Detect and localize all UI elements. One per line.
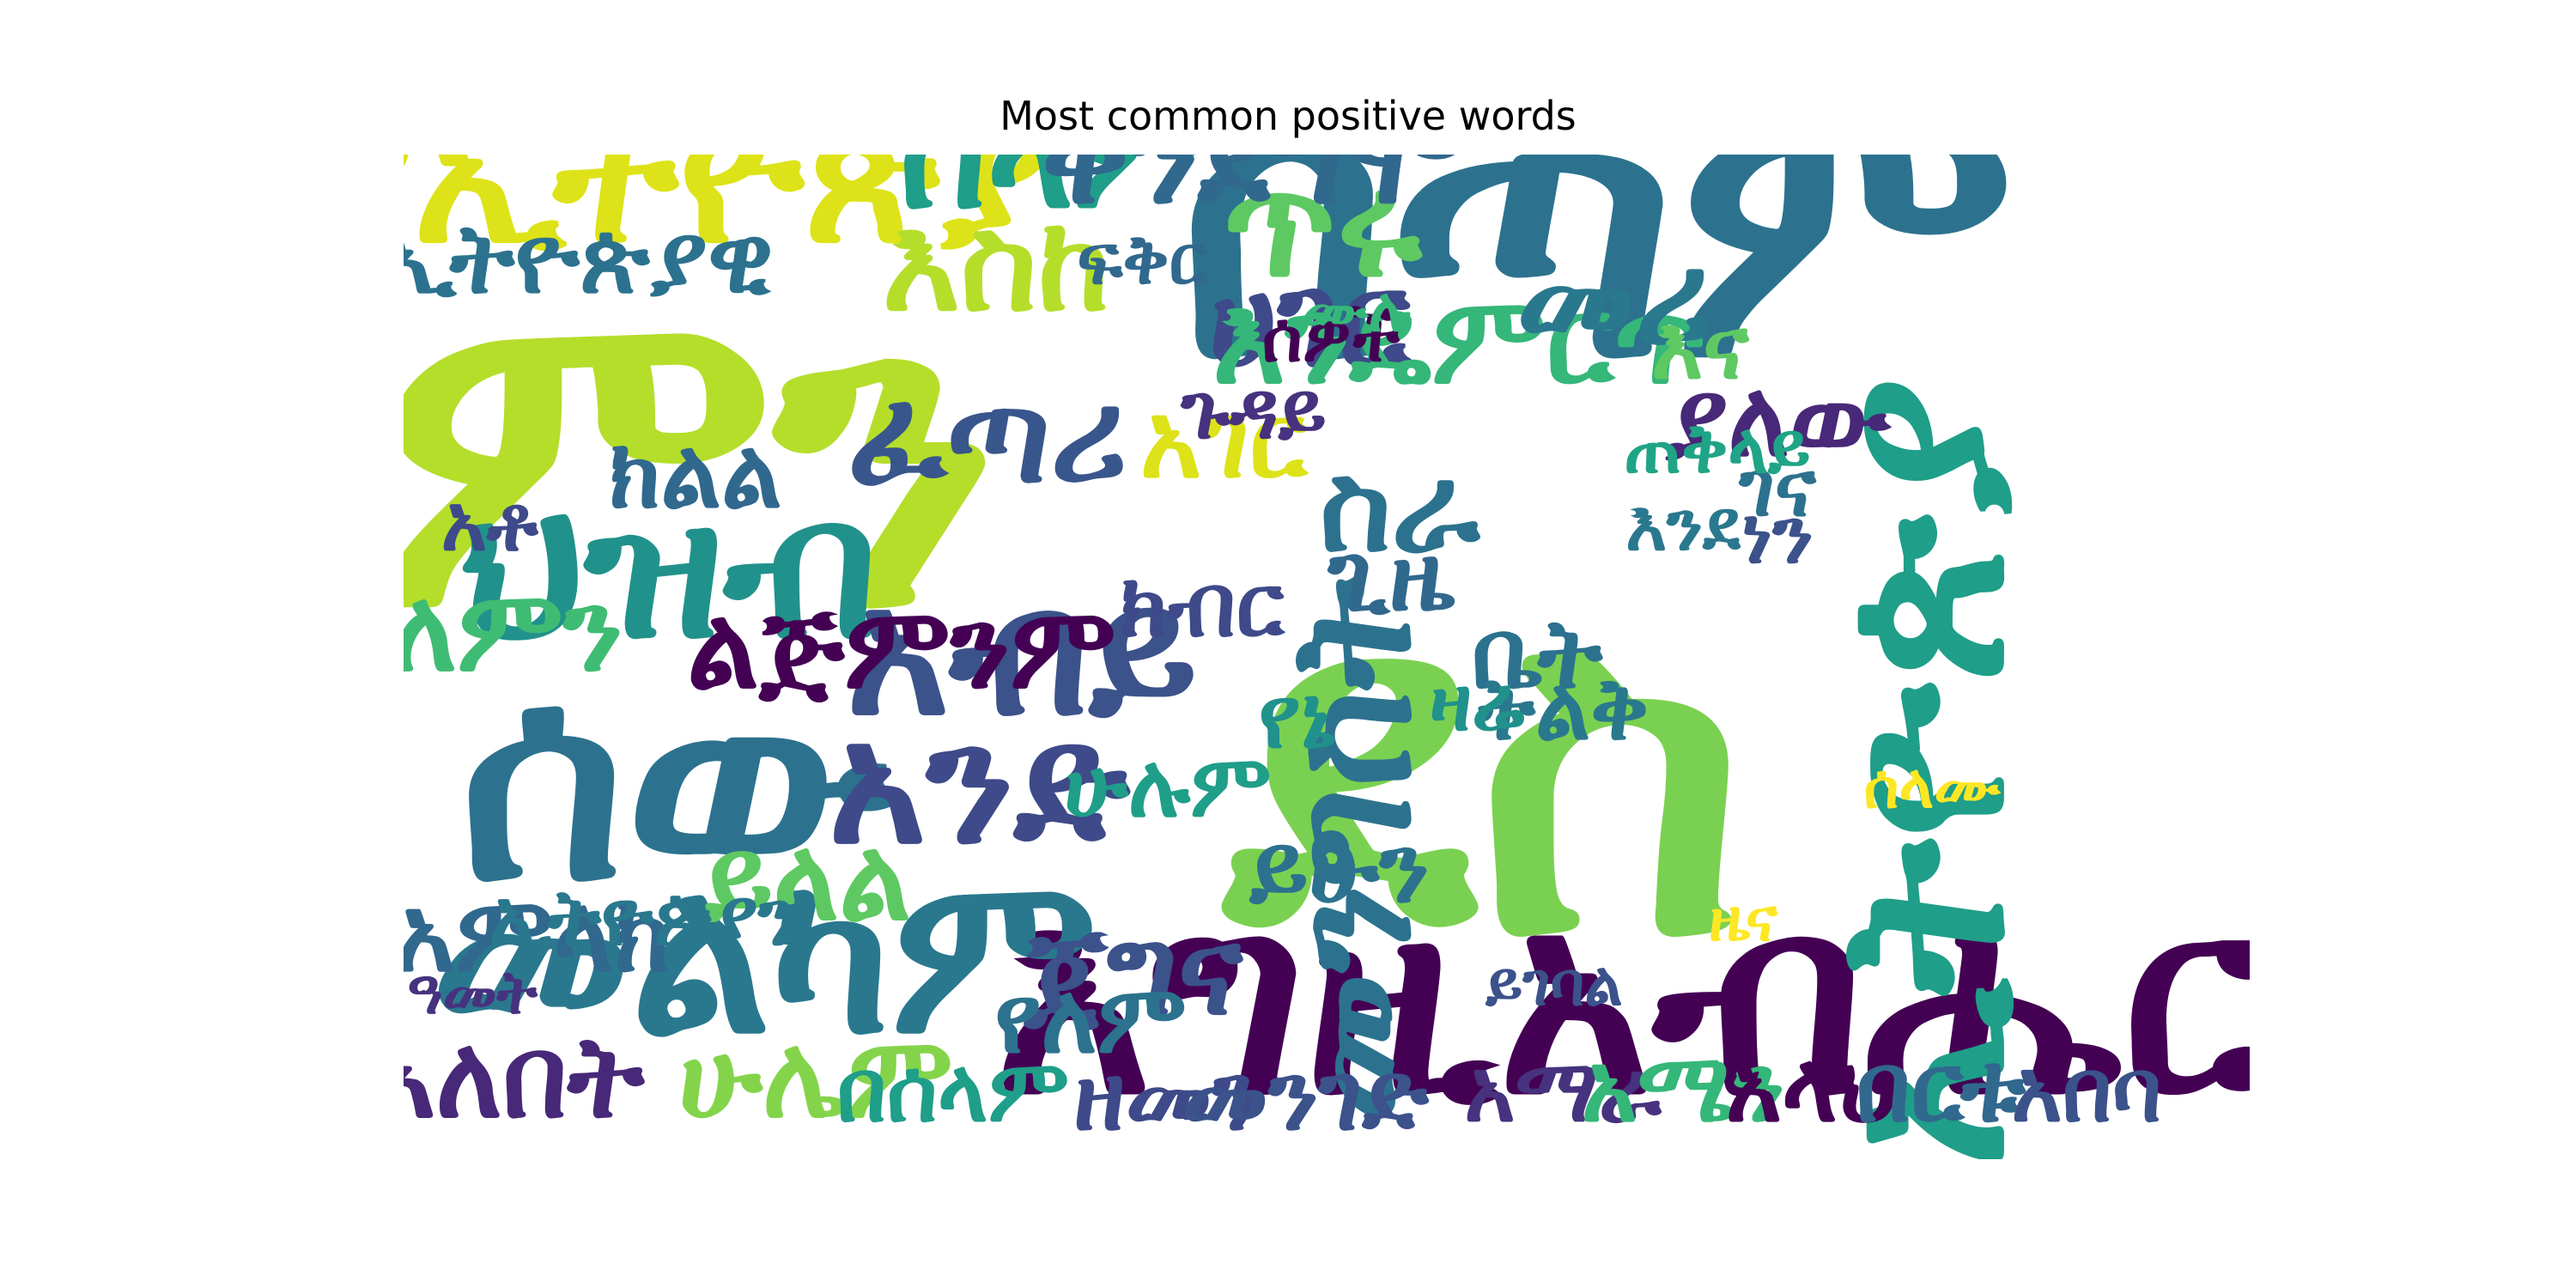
word-cloud-word: ይላል <box>702 814 911 946</box>
word-cloud-word: እግዚአብሔር <box>994 844 2250 1153</box>
word-cloud-word: ዘመን <box>1073 1041 1262 1152</box>
word-cloud-word: በሰላም <box>837 1040 1070 1141</box>
word-cloud-word: ስራ <box>1320 435 1481 579</box>
word-cloud-word: ቤት <box>1472 598 1604 710</box>
word-cloud-word: ዜና <box>1709 884 1778 955</box>
word-cloud-word: መልካም <box>431 825 1097 1083</box>
word-cloud-word: ጠቅላይ <box>1625 408 1811 489</box>
word-cloud-word: አለበት <box>404 1012 645 1144</box>
word-cloud-word: ነን <box>1741 491 1814 581</box>
word-cloud-word: ለምን <box>404 565 623 697</box>
word-cloud-word: በጣም <box>1179 155 2014 438</box>
word-cloud-word: ሰው <box>459 613 905 943</box>
word-cloud-word: ሁሌም <box>678 1012 953 1144</box>
word-cloud-word: ቀንደግሞ <box>1041 155 1466 234</box>
word-cloud-word: በርቱ <box>1856 1032 2026 1144</box>
word-cloud-word: ዓመት <box>407 957 538 1028</box>
word-cloud-word: ትልቅ <box>1476 658 1649 759</box>
word-cloud-word: ሰላም <box>899 155 1213 242</box>
word-cloud-word: ፈጣሪ <box>848 360 1127 513</box>
word-cloud-word: አገር <box>1140 380 1309 501</box>
word-cloud-word: ሙሉ <box>1302 275 1412 345</box>
word-cloud-word: ምን <box>404 206 998 702</box>
word-cloud-word: ልጅምንም <box>687 582 1116 714</box>
word-cloud-word: ህዝብ <box>462 456 878 682</box>
word-cloud-word: አንድ <box>828 686 1131 881</box>
word-cloud-word: ሰላሙ <box>1863 751 2001 822</box>
word-cloud-word: እንደ <box>1625 485 1741 566</box>
word-cloud-word: ዛሬ <box>1430 659 1525 749</box>
word-cloud-word: ክብር <box>1121 555 1286 656</box>
word-cloud-word: ጉዳይ <box>1180 367 1327 457</box>
word-cloud-word: ፍቅር <box>1077 219 1208 300</box>
word-cloud-word: መሪ <box>1516 222 1712 375</box>
word-cloud-word: ሁሉም <box>1064 735 1272 836</box>
word-cloud-word: የኔ <box>1258 666 1334 768</box>
word-cloud-word: አቶ <box>441 478 539 568</box>
word-cloud-word: ገና <box>1738 444 1816 534</box>
word-cloud-word: አምላክ <box>404 873 671 995</box>
word-cloud-word: የለም <box>994 963 1187 1075</box>
word-cloud-word: የኢትዮጵያ <box>404 155 1051 284</box>
word-cloud-word: አላህ <box>1726 1032 1899 1144</box>
word-cloud-word: ሰዎች <box>1262 296 1400 377</box>
word-cloud-word: ደስ <box>1217 499 1747 1036</box>
chart-title: Most common positive words <box>999 93 1577 139</box>
word-cloud-word: እንዴምርጥ <box>1212 268 1707 411</box>
word-cloud-word: ጀግና <box>1024 899 1244 1042</box>
word-cloud-word: ሀገር <box>1209 244 1413 397</box>
word-cloud-word: ኢትዮጵያ <box>1789 377 2056 1159</box>
word-cloud-word: እና <box>1651 297 1750 398</box>
word-cloud-word: ያለው <box>1665 358 1893 480</box>
word-cloud-word: ይሁን <box>1249 813 1429 925</box>
word-cloud-word: ጊዜ <box>1327 521 1455 633</box>
word-cloud-word: አብይ <box>846 550 1197 755</box>
word-cloud-word: ኢትዮጵያን <box>489 873 799 963</box>
word-cloud-word: ክልል <box>609 418 782 530</box>
word-cloud-word: አማራ <box>1464 1040 1662 1141</box>
word-cloud-word: አሜን <box>1581 1032 1784 1144</box>
word-cloud-word: ጥሩ <box>1223 155 1423 311</box>
word-cloud-word: እስከ <box>882 188 1109 341</box>
word-cloud-word: ይገባል <box>1485 949 1623 1019</box>
word-cloud-word: አበባ <box>2011 1040 2161 1141</box>
word-cloud-word: መንገድ <box>1182 1041 1430 1152</box>
word-cloud-word: መንግስት <box>1253 575 1448 1123</box>
word-cloud-word: ኢትዮጵያዊ <box>404 204 774 315</box>
